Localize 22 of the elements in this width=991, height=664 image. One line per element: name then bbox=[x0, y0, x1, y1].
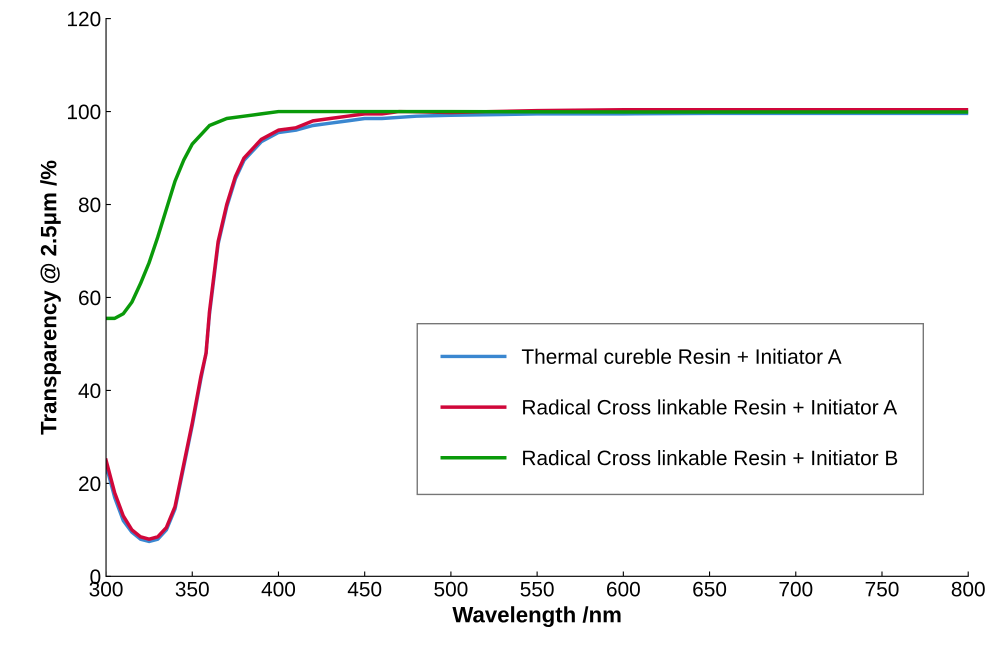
y-tick-label: 100 bbox=[68, 104, 100, 120]
x-tick-label: 750 bbox=[866, 582, 899, 597]
x-tick-label: 600 bbox=[607, 582, 640, 597]
x-tick-label: 550 bbox=[520, 582, 554, 597]
line-series bbox=[106, 110, 968, 320]
x-tick-label: 500 bbox=[434, 582, 468, 597]
x-tick-label: 800 bbox=[952, 582, 985, 597]
y-tick-label: 120 bbox=[68, 12, 100, 26]
x-tick-label: 400 bbox=[262, 582, 296, 597]
y-tick-label: 80 bbox=[78, 198, 100, 212]
x-tick-label: 700 bbox=[779, 582, 812, 597]
legend-label: Thermal cureble Resin + Initiator A bbox=[522, 348, 842, 364]
y-tick-label: 20 bbox=[79, 476, 100, 492]
legend-label: Radical Cross linkable Resin + Initiator B bbox=[523, 450, 898, 466]
y-tick-label: 40 bbox=[78, 383, 100, 398]
y-tick-label: 60 bbox=[79, 290, 100, 306]
x-tick-label: 350 bbox=[176, 582, 209, 597]
x-tick-label: 650 bbox=[693, 582, 726, 597]
y-axis-title: Transparency @ 2.5μm /% bbox=[40, 160, 61, 435]
x-axis-title: Wavelength /nm bbox=[452, 606, 621, 627]
legend-label: Radical Cross linkable Resin + Initiator A bbox=[523, 399, 898, 415]
x-tick-label: 450 bbox=[348, 582, 382, 597]
